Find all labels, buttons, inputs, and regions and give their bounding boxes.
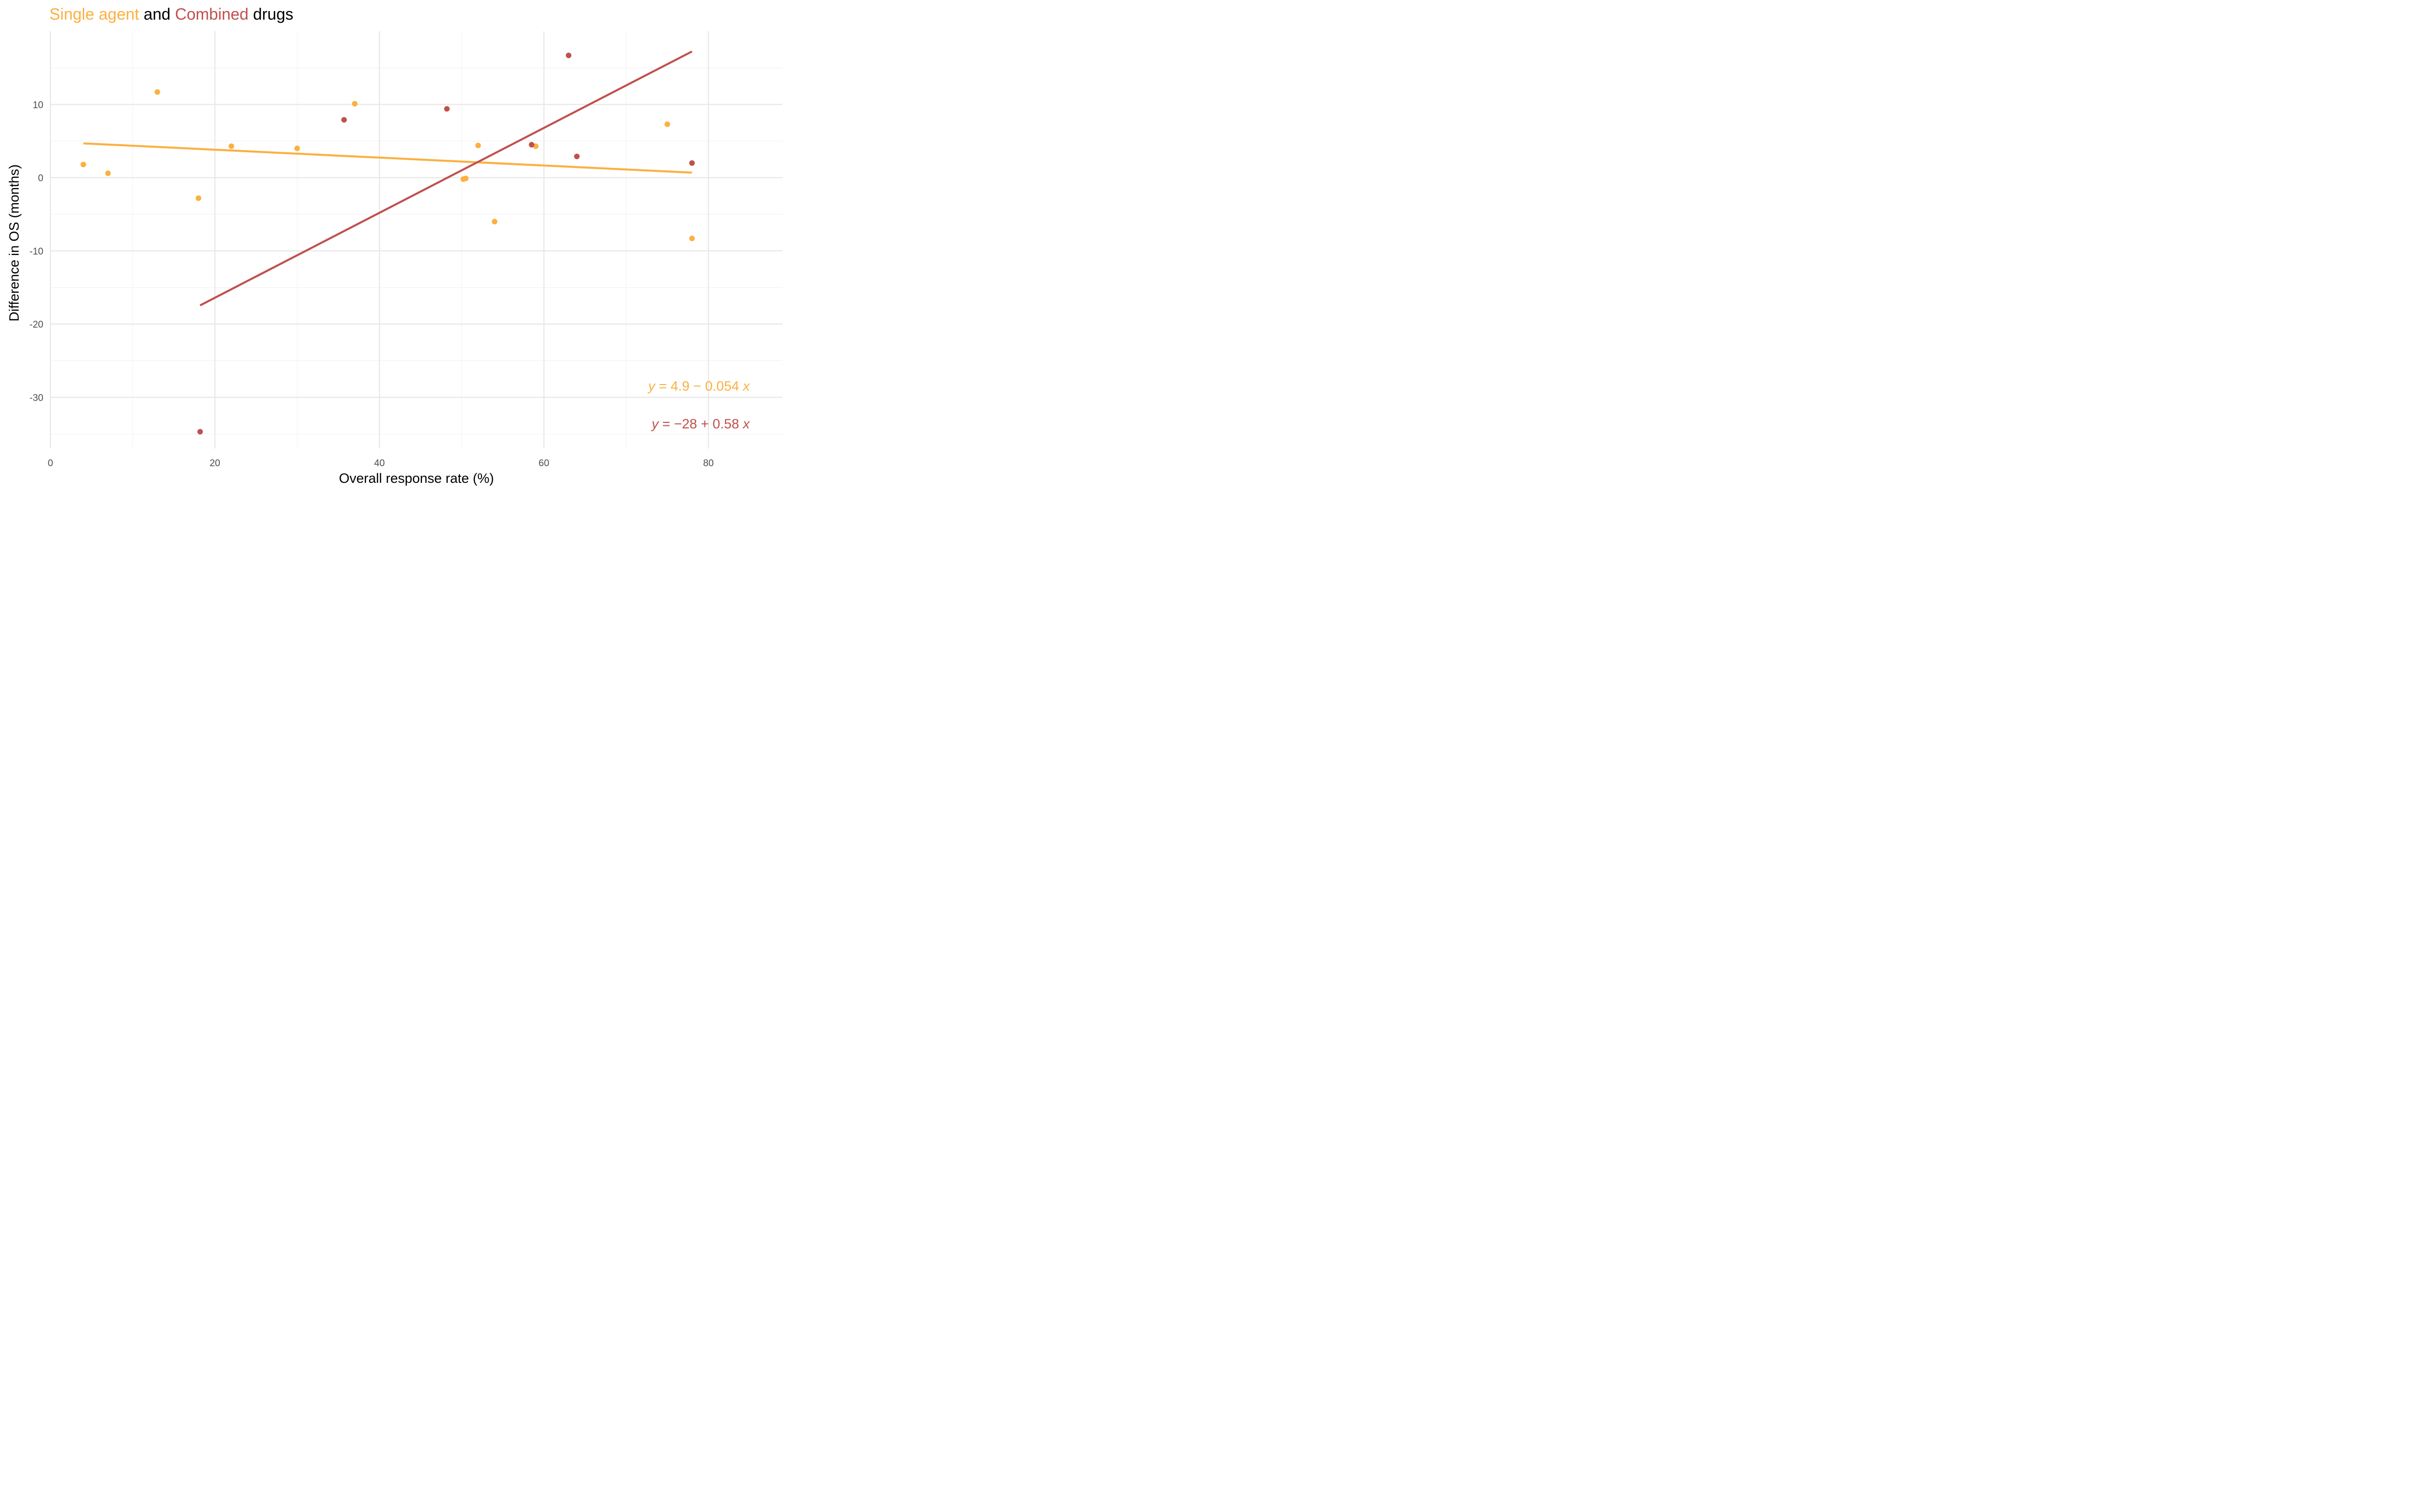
point-single-agent [196, 195, 202, 201]
point-combined [574, 153, 580, 159]
fit-line-single-agent [83, 142, 692, 174]
title-and: and [139, 5, 175, 23]
point-single-agent [664, 121, 671, 127]
equation-combined-x: x [742, 416, 751, 431]
point-single-agent [492, 219, 498, 225]
point-combined [528, 142, 534, 148]
equation-single-agent-x: x [742, 379, 751, 394]
y-tick-label: -30 [30, 393, 43, 403]
x-axis-title: Overall response rate (%) [339, 471, 494, 486]
equation-single-agent: y = 4.9 − 0.054 x [647, 379, 751, 394]
point-single-agent [105, 170, 111, 176]
x-tick-label: 80 [703, 458, 714, 469]
x-tick-label: 0 [48, 458, 53, 469]
title-single-agent: Single agent [49, 5, 139, 23]
point-single-agent [80, 161, 86, 167]
chart-title: Single agent and Combined drugs [49, 5, 293, 24]
equation-single-agent-y: y [647, 379, 656, 394]
y-axis-title: Difference in OS (months) [7, 164, 22, 322]
x-tick-label: 60 [538, 458, 549, 469]
point-combined [341, 117, 347, 123]
data-points [80, 52, 695, 435]
point-single-agent [294, 145, 300, 151]
point-single-agent [463, 175, 469, 181]
x-tick-label: 40 [374, 458, 385, 469]
title-combined: Combined [175, 5, 249, 23]
y-tick-label: 0 [38, 173, 43, 184]
title-drugs: drugs [248, 5, 293, 23]
equation-combined-y: y [651, 416, 659, 431]
equation-combined: y = −28 + 0.58 x [651, 416, 751, 431]
equation-single-agent-body: = 4.9 − 0.054 [655, 379, 743, 394]
point-single-agent [228, 143, 234, 149]
point-single-agent [352, 101, 358, 107]
point-combined [197, 429, 203, 435]
regression-lines [83, 50, 693, 306]
y-tick-label: -20 [30, 320, 43, 330]
x-tick-label: 20 [210, 458, 220, 469]
fit-line-combined [200, 50, 693, 306]
point-combined [566, 52, 572, 58]
y-tick-label: 10 [33, 100, 43, 110]
point-single-agent [689, 235, 695, 241]
y-tick-label: -10 [30, 246, 43, 257]
point-combined [689, 160, 695, 166]
point-single-agent [475, 143, 481, 149]
equation-combined-body: = −28 + 0.58 [658, 416, 743, 431]
point-single-agent [154, 89, 160, 95]
point-combined [444, 106, 450, 112]
